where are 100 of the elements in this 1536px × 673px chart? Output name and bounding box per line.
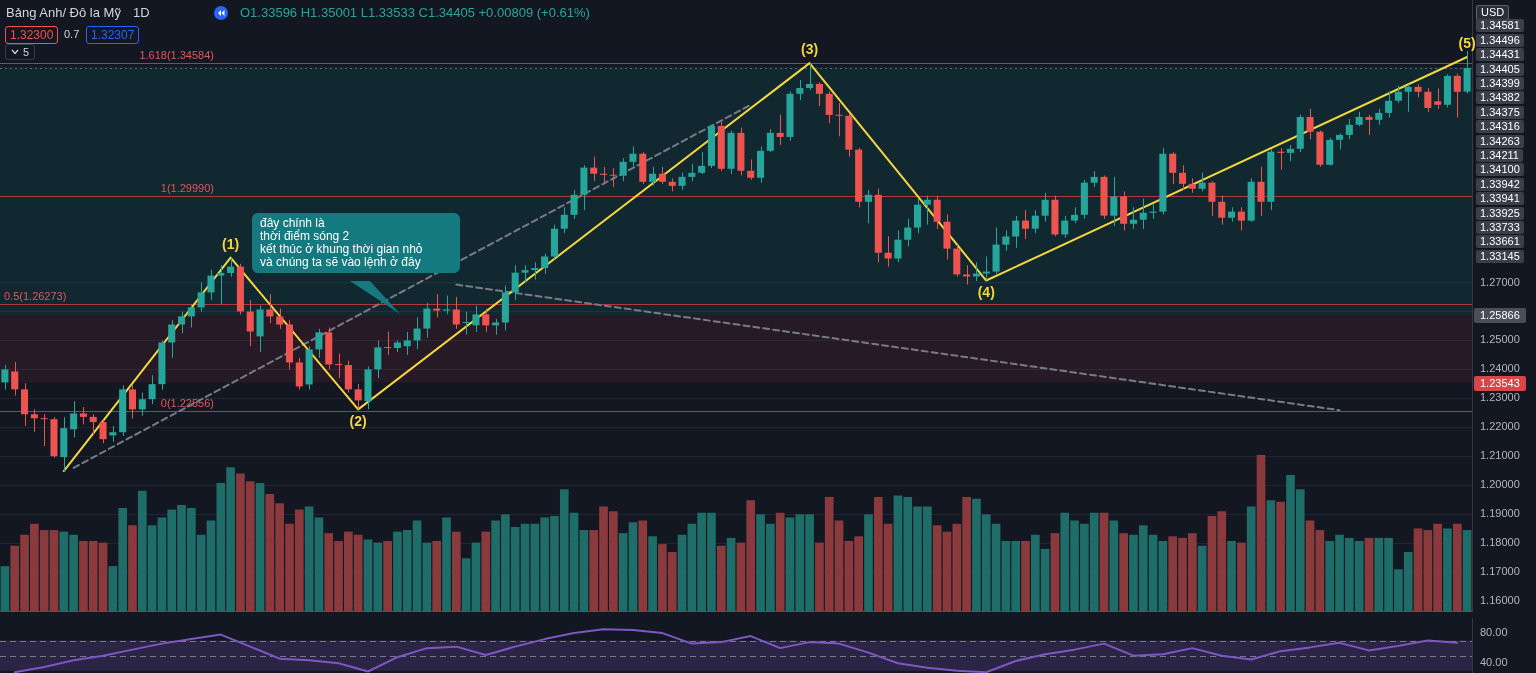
candlestick bbox=[1365, 114, 1373, 136]
text: 1.25866 bbox=[1474, 308, 1526, 323]
candlestick bbox=[79, 406, 87, 425]
candlestick bbox=[442, 295, 451, 315]
bar bbox=[628, 522, 638, 612]
y-tick-label: 1.25000 bbox=[1480, 333, 1520, 346]
candlestick bbox=[521, 264, 529, 284]
text: 1.34431 bbox=[1476, 48, 1524, 62]
chart-title: Bảng Anh/ Đô la Mỹ bbox=[6, 5, 121, 20]
y-tick-label: 1.19000 bbox=[1480, 507, 1520, 520]
bar bbox=[314, 517, 324, 612]
candlestick bbox=[178, 311, 186, 334]
bar bbox=[451, 531, 461, 612]
bar bbox=[255, 482, 265, 612]
text: 1.34316 bbox=[1476, 120, 1524, 134]
y-tick-label: 1.27000 bbox=[1480, 275, 1520, 288]
candlestick bbox=[1257, 166, 1265, 217]
annotation: O1.33596 H1.35001 L1.33533 C1.34405 +0.00809 (+0.61%) bbox=[240, 5, 590, 20]
ref-line-label: 1.618(1.34584) bbox=[139, 48, 215, 61]
speech-bubble: đây chính là thời điểm sóng 2 kết thúc ở khung thời gian nhỏ và chúng ta sẽ vào lệnh ở đây bbox=[252, 213, 460, 273]
candlestick bbox=[207, 269, 215, 301]
bar bbox=[383, 541, 392, 612]
bar bbox=[648, 536, 657, 612]
candlestick bbox=[1434, 88, 1442, 110]
bar bbox=[49, 530, 59, 612]
bar bbox=[716, 545, 726, 612]
bar bbox=[471, 542, 481, 612]
bar bbox=[1462, 530, 1472, 612]
bar bbox=[1443, 528, 1452, 612]
candlestick bbox=[217, 264, 225, 305]
bar bbox=[864, 514, 873, 612]
candlestick bbox=[364, 366, 372, 410]
bar bbox=[1413, 528, 1423, 612]
text: 1.34375 bbox=[1476, 105, 1524, 119]
bar bbox=[1050, 533, 1060, 612]
bar bbox=[0, 566, 10, 612]
candlestick bbox=[678, 172, 686, 191]
annotation: (4) bbox=[977, 284, 995, 301]
bar bbox=[461, 558, 471, 612]
bar bbox=[1364, 537, 1374, 612]
bar bbox=[1227, 541, 1236, 612]
annotation: (5) bbox=[1458, 34, 1476, 51]
y-tick-label: 1.21000 bbox=[1480, 449, 1520, 462]
text: 1.33941 bbox=[1476, 192, 1524, 206]
text: 1.23543 bbox=[1474, 376, 1526, 391]
bar bbox=[1452, 523, 1462, 612]
bar bbox=[1021, 541, 1030, 612]
bar bbox=[442, 517, 451, 612]
text: 1.34382 bbox=[1476, 91, 1524, 105]
bar bbox=[1315, 530, 1325, 612]
candlestick bbox=[276, 308, 284, 330]
y-tick-label: 1.16000 bbox=[1480, 594, 1520, 607]
text: 1.33733 bbox=[1476, 221, 1524, 234]
bar bbox=[1158, 541, 1168, 612]
text: 1.33942 bbox=[1476, 177, 1524, 191]
annotation: 1.32300 bbox=[5, 26, 59, 44]
bar bbox=[1119, 533, 1128, 612]
candlestick bbox=[50, 416, 58, 459]
bar bbox=[579, 530, 589, 612]
candlestick bbox=[452, 296, 460, 330]
bar bbox=[775, 512, 785, 612]
annotation: (1) bbox=[222, 235, 240, 252]
chart-subtitle: 1D bbox=[132, 5, 150, 20]
ref-line-label: 1(1.29990) bbox=[160, 181, 215, 194]
text: 1.34211 bbox=[1476, 149, 1523, 162]
candlestick bbox=[786, 90, 794, 142]
bar bbox=[726, 537, 736, 612]
bar bbox=[1276, 501, 1285, 612]
bar bbox=[432, 541, 442, 612]
y-tick-label: 1.22000 bbox=[1480, 420, 1520, 433]
y-tick-label: 1.23000 bbox=[1480, 391, 1520, 404]
ref-line-label: 0.5(1.26273) bbox=[4, 289, 67, 302]
bar bbox=[1246, 506, 1256, 612]
y-tick-label: 1.18000 bbox=[1480, 536, 1520, 549]
annotation: (2) bbox=[349, 413, 367, 430]
y-tick-label: 40.00 bbox=[1480, 656, 1508, 669]
bar bbox=[1197, 545, 1207, 612]
bar bbox=[1099, 512, 1109, 612]
annotation: (3) bbox=[801, 40, 819, 57]
bar bbox=[1109, 520, 1119, 612]
y-tick-label: 80.00 bbox=[1480, 626, 1508, 639]
y-tick-label: 1.20000 bbox=[1480, 478, 1520, 491]
annotation: 1.32307 bbox=[86, 26, 140, 44]
bar bbox=[677, 534, 687, 612]
bar bbox=[618, 533, 628, 612]
text: 1.34581 bbox=[1476, 19, 1524, 33]
y-tick-label: 1.17000 bbox=[1480, 565, 1520, 578]
bar bbox=[1256, 455, 1266, 612]
text: 1.34399 bbox=[1476, 77, 1524, 90]
bar bbox=[1305, 520, 1315, 612]
text: USD bbox=[1476, 5, 1510, 20]
y-tick-label: 1.24000 bbox=[1480, 362, 1520, 375]
bar bbox=[422, 542, 432, 612]
text: 1.34263 bbox=[1476, 134, 1524, 148]
candlestick bbox=[1100, 174, 1108, 220]
bar bbox=[481, 531, 491, 612]
text: 1.34496 bbox=[1476, 33, 1524, 47]
annotation: 0.7 bbox=[64, 28, 80, 40]
candlestick bbox=[393, 339, 401, 353]
annotation: 5 bbox=[23, 46, 30, 58]
